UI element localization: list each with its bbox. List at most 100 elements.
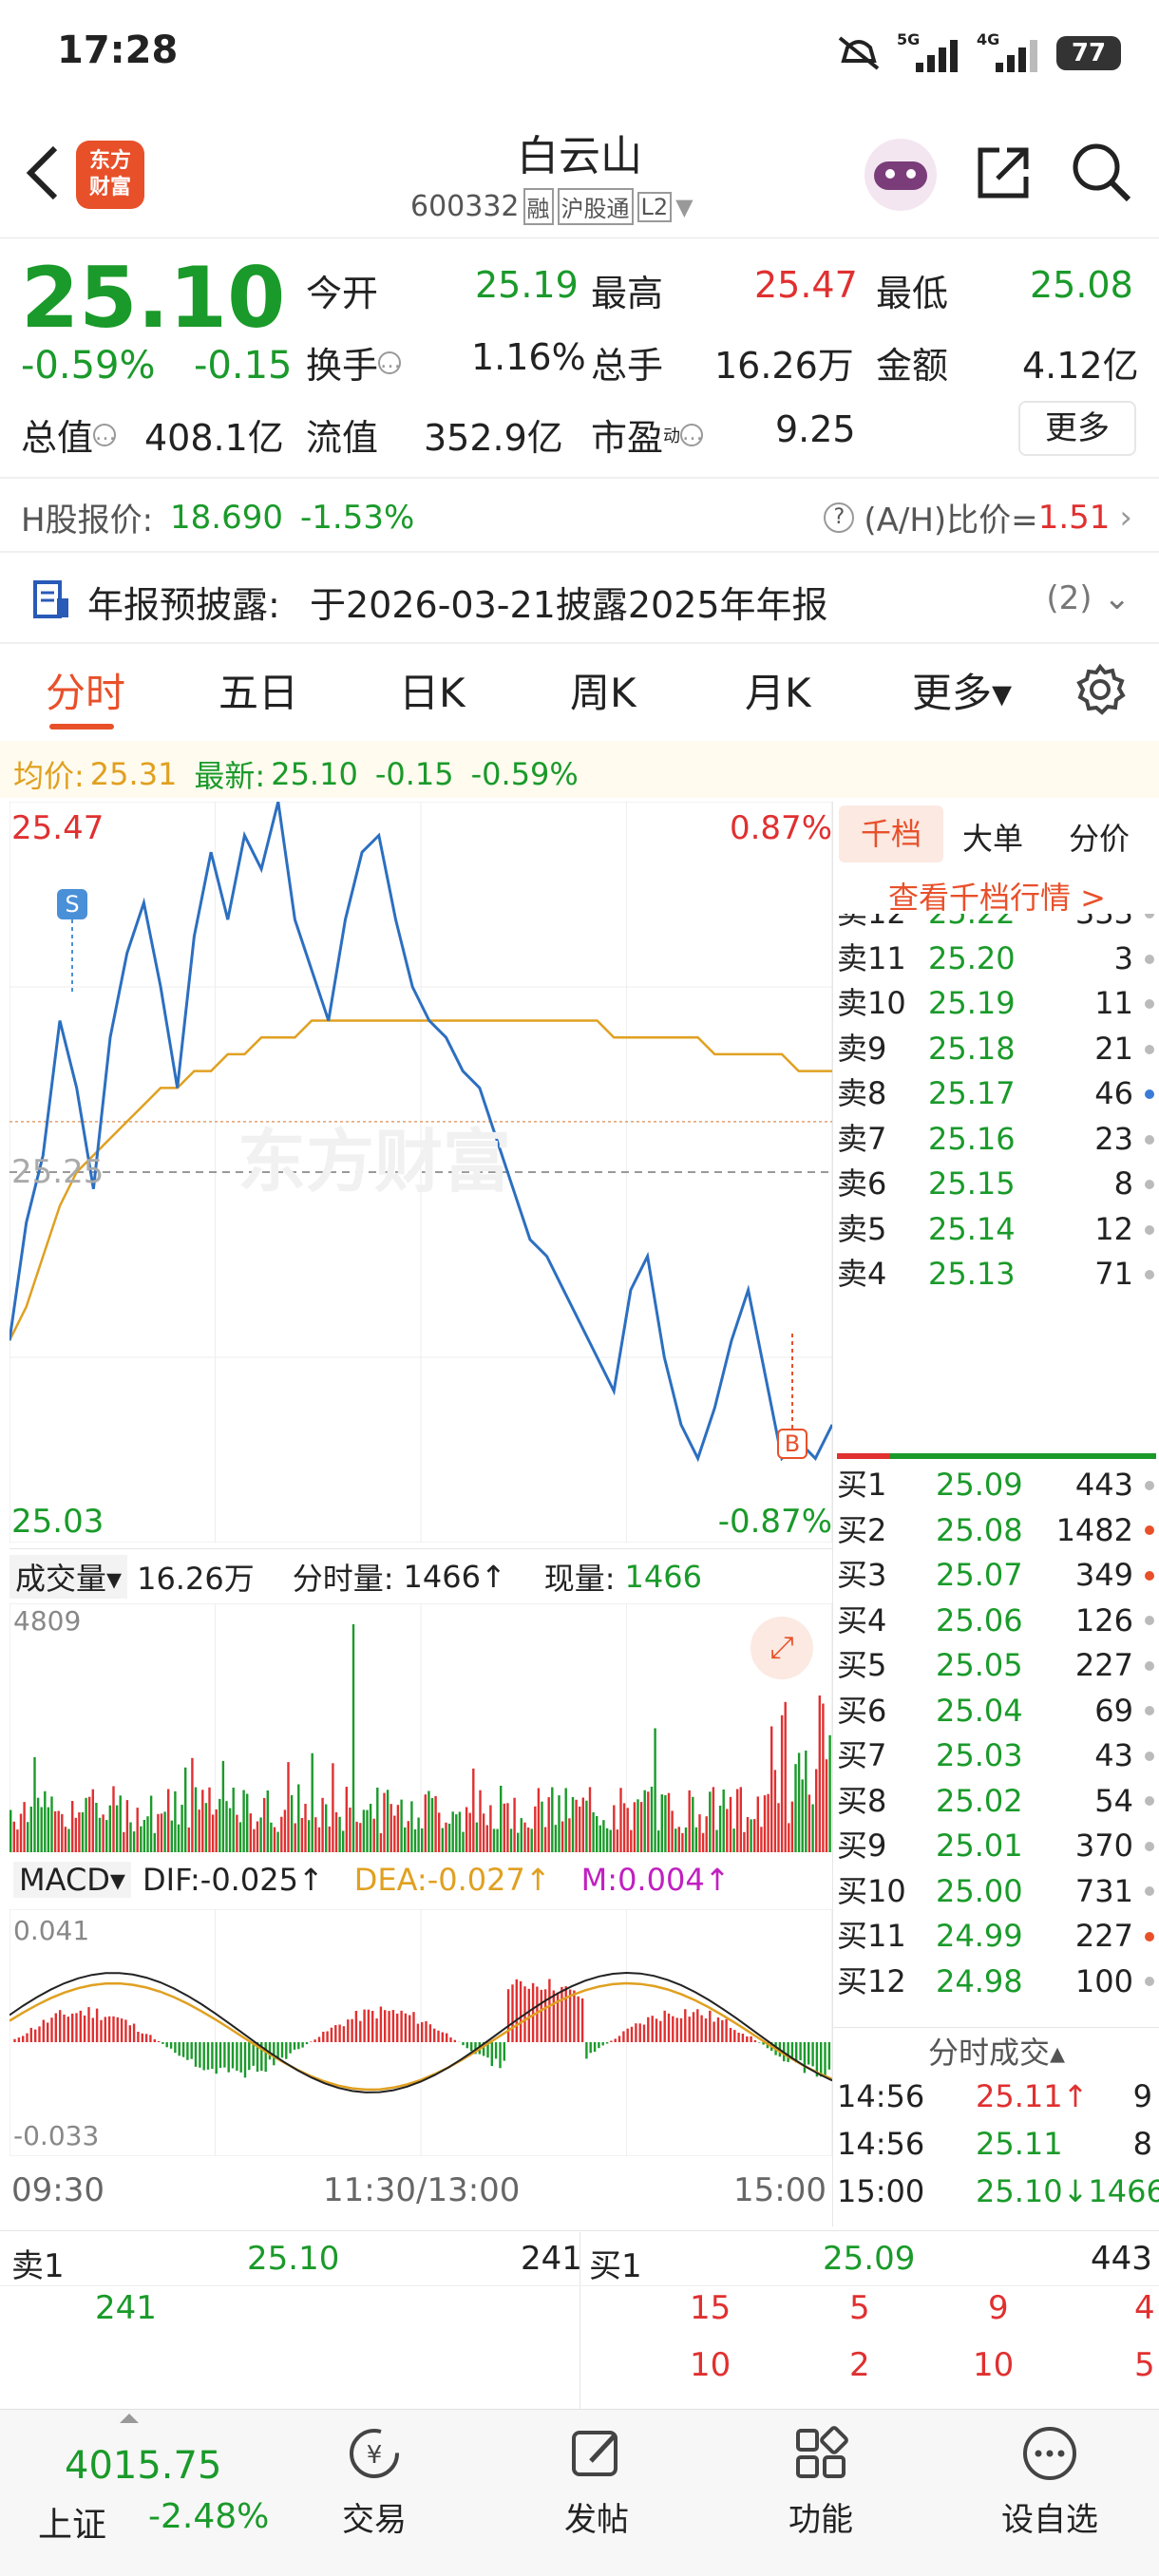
bid-row[interactable]: 买2 25.08 1482 <box>833 1508 1159 1554</box>
ask-row[interactable]: 卖6 25.15 8 <box>833 1162 1159 1207</box>
nav-trade[interactable]: ¥ 交易 <box>327 2425 422 2540</box>
index-widget[interactable]: 4015.75 <box>65 2444 221 2488</box>
volume-bar <box>541 1801 543 1852</box>
search-icon[interactable] <box>1070 141 1134 205</box>
nav-post[interactable]: 发帖 <box>549 2425 644 2540</box>
macd-bar <box>137 2032 140 2042</box>
ask-row[interactable]: 卖12 25.22 333 <box>833 914 1159 937</box>
label-open: 今开 <box>306 273 379 314</box>
volume-bar <box>359 1823 362 1852</box>
tab-5day[interactable]: 五日 <box>218 670 299 716</box>
ask-row[interactable]: 卖9 25.18 21 <box>833 1027 1159 1072</box>
volume-bar <box>174 1790 177 1852</box>
macd-bar <box>174 2042 177 2054</box>
macd-bar <box>190 2042 193 2059</box>
macd-bar <box>396 2013 399 2042</box>
ask-row[interactable]: 卖4 25.13 71 <box>833 1252 1159 1297</box>
bid-row[interactable]: 买10 25.00 731 <box>833 1869 1159 1915</box>
nav-add-watchlist[interactable]: 设自选 <box>988 2425 1112 2540</box>
intraday-chart[interactable]: 东方财富 25.47 0.87% 25.25 25.03 -0.87% S B <box>10 802 832 1543</box>
macd-bar <box>474 2042 477 2055</box>
level-price: 25.08 <box>936 1511 1023 1548</box>
bid-row[interactable]: 买12 24.98 100 <box>833 1960 1159 2005</box>
bid-row[interactable]: 买8 25.02 54 <box>833 1779 1159 1825</box>
macd-chart[interactable]: 0.041 -0.033 <box>9 1908 833 2157</box>
ask-row[interactable]: 卖7 25.16 23 <box>833 1117 1159 1163</box>
bid-row[interactable]: 买1 25.09 443 <box>833 1463 1159 1508</box>
level-label: 卖8 <box>837 1075 887 1111</box>
volume-bar <box>266 1790 269 1852</box>
volume-bar <box>163 1811 166 1852</box>
label-mcap[interactable]: 总值… <box>21 417 117 459</box>
depth-tab-price[interactable]: 分价 <box>1069 821 1130 857</box>
level-price: 24.98 <box>936 1962 1023 1999</box>
volume-bar <box>194 1787 198 1852</box>
bid-row[interactable]: 买4 25.06 126 <box>833 1599 1159 1644</box>
label-pe[interactable]: 市盈动… <box>591 417 704 459</box>
depth-link[interactable]: 查看千档行情 > <box>888 880 1106 916</box>
ask-row[interactable]: 卖3 25.12 154 <box>833 1297 1159 1298</box>
more-button[interactable]: 更多 <box>1018 401 1136 456</box>
hshare-pct: -1.53% <box>300 498 415 537</box>
bid-row[interactable]: 买9 25.01 370 <box>833 1824 1159 1869</box>
volume-chart[interactable]: 4809 ⤢ <box>9 1602 833 1853</box>
assistant-avatar[interactable] <box>864 139 937 211</box>
volume-bar <box>441 1828 444 1852</box>
volume-bar <box>811 1804 814 1852</box>
level-price: 25.22 <box>928 914 1016 937</box>
ask-row[interactable]: 卖11 25.20 3 <box>833 937 1159 982</box>
share-icon[interactable] <box>973 142 1034 203</box>
bid-row[interactable]: 买7 25.03 43 <box>833 1733 1159 1779</box>
volume-selector[interactable]: 成交量▾ <box>10 1555 128 1599</box>
ask-row[interactable]: 卖10 25.19 11 <box>833 981 1159 1027</box>
depth-tab-bigorder[interactable]: 大单 <box>962 821 1024 857</box>
expand-icon[interactable]: ⤢ <box>750 1617 813 1679</box>
bid-row[interactable]: 买6 25.04 69 <box>833 1689 1159 1734</box>
volume-bar <box>613 1805 616 1852</box>
macd-bar <box>589 2042 592 2054</box>
hshare-row[interactable]: H股报价: 18.690 -1.53% <box>21 494 414 540</box>
macd-bar <box>552 1990 555 2042</box>
bid-row[interactable]: 买5 25.05 227 <box>833 1643 1159 1689</box>
ask-row[interactable]: 卖8 25.17 46 <box>833 1071 1159 1117</box>
macd-bar <box>531 1982 535 2042</box>
level-dot <box>1145 999 1154 1009</box>
bid-row[interactable]: 买3 25.07 349 <box>833 1553 1159 1599</box>
bid-row[interactable]: 买11 24.99 227 <box>833 1914 1159 1960</box>
macd-bar <box>239 2042 242 2073</box>
tab-daily[interactable]: 日K <box>399 670 466 716</box>
ask-row[interactable]: 卖5 25.14 12 <box>833 1207 1159 1253</box>
volume-bar <box>424 1794 427 1852</box>
macd-bar <box>725 2018 728 2042</box>
stock-code-row[interactable]: 600332 融 沪股通 L2 ▼ <box>410 188 694 225</box>
sell-marker[interactable]: S <box>57 889 87 919</box>
label-turnover[interactable]: 换手… <box>306 345 402 387</box>
buy-marker[interactable]: B <box>777 1429 808 1459</box>
tab-more[interactable]: 更多▾ <box>912 670 1013 716</box>
trades-title[interactable]: 分时成交▴ <box>928 2035 1066 2071</box>
ah-ratio[interactable]: ? (A/H)比价= 1.51 › <box>824 494 1132 540</box>
notice-text[interactable]: 于2026-03-21披露2025年年报 <box>310 584 828 626</box>
macd-bar <box>638 2023 641 2042</box>
ob-sell1-vol: 241 <box>521 2240 582 2278</box>
macd-bar <box>297 2042 300 2050</box>
macd-bar <box>116 2017 119 2042</box>
y-label-bottom: 25.03 <box>11 1503 104 1541</box>
notice-count[interactable]: (2) ⌄ <box>1046 579 1130 617</box>
settings-gear-icon[interactable] <box>1074 663 1127 716</box>
tab-intraday[interactable]: 分时 <box>46 670 126 716</box>
macd-selector[interactable]: MACD▾ <box>13 1862 131 1898</box>
tab-weekly[interactable]: 周K <box>570 670 636 716</box>
depth-tab-qiandang[interactable]: 千档 <box>839 805 943 862</box>
macd-bar <box>446 2033 448 2042</box>
macd-bar <box>149 2035 152 2042</box>
ob-buy-order: 15 <box>690 2289 732 2327</box>
level-price: 25.05 <box>936 1647 1023 1683</box>
volume-bar <box>376 1788 379 1852</box>
volume-bar <box>622 1803 626 1852</box>
tab-monthly[interactable]: 月K <box>745 670 811 716</box>
volume-bar <box>558 1795 560 1852</box>
back-icon[interactable] <box>21 142 63 203</box>
volume-bar <box>801 1779 804 1852</box>
nav-functions[interactable]: 功能 <box>773 2425 868 2540</box>
